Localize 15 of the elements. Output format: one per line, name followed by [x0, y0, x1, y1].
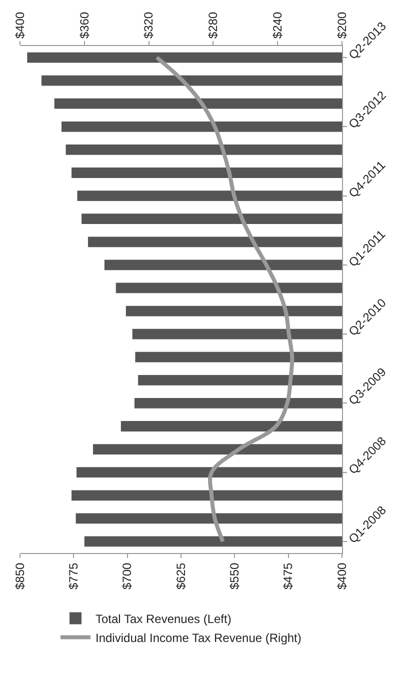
x-tick-label: $475: [281, 562, 296, 590]
legend-label: Individual Income Tax Revenue (Right): [96, 630, 302, 645]
x2-tick-label: $320: [142, 12, 156, 39]
x-tick-label: $775: [66, 562, 81, 590]
x2-tick-label: $360: [77, 12, 92, 39]
x2-tick-label: $400: [12, 12, 27, 39]
x2-tick-label: $240: [270, 12, 284, 39]
x-tick-label: $700: [120, 562, 134, 590]
x-tick-label: $400: [334, 562, 349, 590]
x-tick-label: $625: [174, 562, 188, 590]
x-tick-label: $850: [12, 562, 27, 590]
x-tick-label: $550: [228, 562, 242, 590]
legend-label: Total Tax Revenues (Left): [96, 612, 232, 626]
x2-tick-label: $200: [334, 12, 349, 39]
x2-tick-label: $280: [206, 12, 220, 39]
